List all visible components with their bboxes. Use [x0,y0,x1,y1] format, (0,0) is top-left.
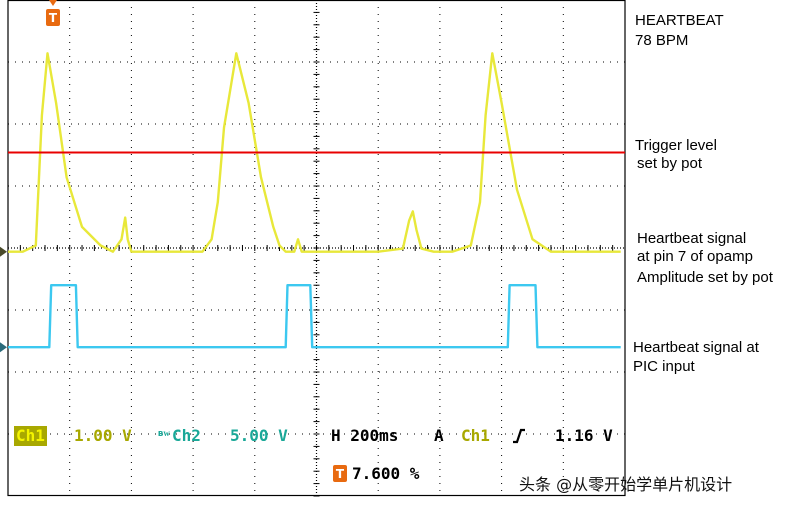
timebase-readout: H 200ms [331,426,399,445]
trigger-mode: A [434,426,444,445]
opamp-note-line3: Amplitude set by pot [637,269,773,286]
trigger-source: Ch1 [461,426,490,445]
ch2-bandwidth-prefix: ʙᴡ [158,429,170,439]
pic-note-line1: Heartbeat signal at [633,339,759,356]
trigger-note-line1: Trigger level [635,137,717,154]
ch1-label: Ch1 [14,426,47,446]
ch2-scale: 5.00 V [230,426,288,445]
trigger-marker-letter: T [48,10,58,25]
pic-note-line2: PIC input [633,358,695,375]
ch1-scale: 1.00 V [74,426,132,445]
ch1-trace [8,52,621,253]
trigger-position-icon: T [333,465,347,482]
graticule-grid [7,0,626,497]
trigger-marker-arrow [49,0,57,6]
ch1-ground-marker [0,246,7,257]
ch2-ground-marker [0,342,7,353]
trigger-position-letter: T [335,466,345,481]
trigger-position-readout: 7.600 % [352,464,420,483]
opamp-note-line2: at pin 7 of opamp [637,248,753,265]
rising-edge-icon [513,428,525,444]
trigger-note-line2: set by pot [637,155,703,172]
watermark: 头条 @从零开始学单片机设计 [519,475,733,494]
ch2-trace [8,284,621,349]
opamp-note-line1: Heartbeat signal [637,230,747,247]
heartbeat-title: HEARTBEAT [635,12,724,29]
bpm-readout: 78 BPM [635,32,689,49]
trigger-position-marker: T [46,9,60,26]
trigger-level-readout: 1.16 V [555,426,613,445]
ch2-label: Ch2 [172,426,201,445]
